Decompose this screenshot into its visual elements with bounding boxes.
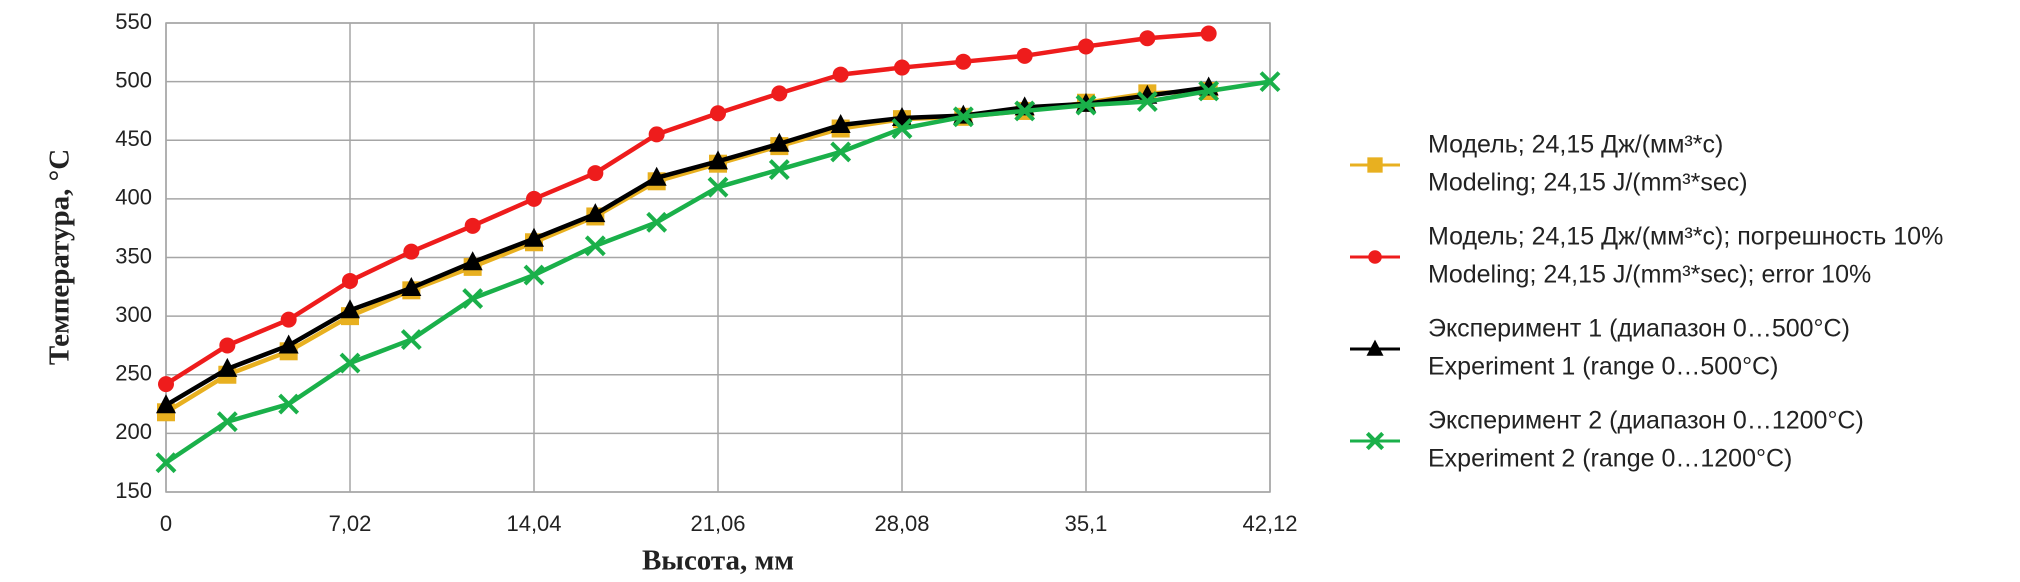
marker [464, 217, 481, 234]
marker [1366, 339, 1384, 356]
marker [524, 227, 544, 247]
marker [219, 337, 236, 354]
marker [342, 272, 358, 289]
legend-text: Modeling; 24,15 J/(mm³*sec); error 10% [1428, 261, 1871, 289]
x-tick-label: 28,08 [874, 511, 929, 536]
marker [1367, 157, 1383, 173]
marker [768, 159, 790, 180]
legend-text: Experiment 1 (range 0…500°C) [1428, 353, 1778, 381]
marker [1016, 47, 1033, 64]
marker [462, 251, 483, 271]
marker [710, 105, 726, 122]
marker [830, 141, 852, 163]
marker [216, 411, 238, 433]
marker [339, 352, 361, 374]
marker [401, 276, 422, 296]
marker [584, 235, 606, 257]
marker [280, 311, 297, 328]
y-tick-label: 400 [115, 185, 152, 210]
marker [158, 376, 174, 393]
marker [648, 126, 665, 143]
marker [585, 203, 606, 223]
marker [403, 243, 420, 260]
plot-border [165, 22, 1271, 493]
marker [771, 85, 788, 102]
marker [1368, 250, 1382, 264]
x-tick-label: 42,12 [1242, 511, 1297, 536]
marker [646, 211, 668, 233]
marker [1198, 80, 1220, 102]
legend-text: Модель; 24,15 Дж/(мм³*с); погрешность 10… [1428, 223, 1943, 251]
marker [462, 288, 484, 309]
x-axis-title: Высота, мм [642, 545, 794, 577]
marker [1078, 38, 1094, 55]
marker [278, 393, 300, 415]
marker [340, 299, 360, 319]
marker [646, 166, 667, 186]
marker [952, 106, 974, 128]
y-tick-label: 550 [115, 9, 152, 34]
y-tick-label: 300 [115, 302, 152, 327]
legend-text: Modeling; 24,15 J/(mm³*sec) [1428, 169, 1748, 197]
x-tick-label: 35,1 [1065, 511, 1108, 536]
marker [587, 165, 604, 182]
marker [1365, 431, 1385, 451]
marker [1200, 25, 1217, 42]
series-line [164, 88, 1209, 415]
marker [155, 452, 177, 474]
legend-text: Experiment 2 (range 0…1200°C) [1428, 445, 1792, 473]
legend-text: Эксперимент 2 (диапазон 0…1200°C) [1428, 407, 1864, 435]
marker [769, 132, 790, 152]
marker [708, 150, 728, 170]
marker [1014, 100, 1036, 122]
y-tick-label: 250 [115, 361, 152, 386]
marker [707, 176, 729, 198]
marker [278, 334, 299, 354]
y-axis-title: Температура, °C [44, 149, 76, 365]
y-tick-label: 200 [115, 419, 152, 444]
series-line [164, 31, 1209, 387]
marker [217, 357, 238, 377]
legend-text: Модель; 24,15 Дж/(мм³*с) [1428, 131, 1723, 159]
y-tick-label: 350 [115, 243, 152, 268]
y-tick-label: 150 [115, 478, 152, 503]
marker [1136, 91, 1158, 112]
series-line [164, 85, 1209, 408]
marker [891, 118, 913, 139]
marker [400, 329, 422, 350]
marker [955, 53, 972, 70]
y-tick-label: 450 [115, 126, 152, 151]
marker [1075, 94, 1097, 116]
marker [1259, 71, 1281, 93]
marker [156, 394, 176, 414]
x-tick-label: 0 [160, 511, 172, 536]
marker [832, 66, 849, 83]
marker [1139, 30, 1156, 47]
x-tick-label: 14,04 [506, 511, 561, 536]
x-tick-label: 7,02 [329, 511, 372, 536]
x-tick-label: 21,06 [690, 511, 745, 536]
y-tick-label: 500 [115, 67, 152, 92]
marker [526, 190, 542, 207]
marker [523, 264, 545, 286]
marker [830, 114, 851, 134]
legend-text: Эксперимент 1 (диапазон 0…500°C) [1428, 315, 1850, 343]
marker [894, 59, 910, 76]
